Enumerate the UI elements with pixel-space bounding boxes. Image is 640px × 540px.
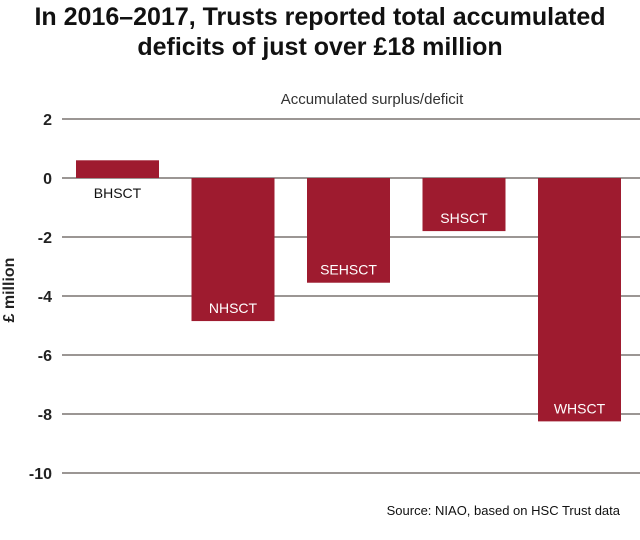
bar-whsct xyxy=(538,178,621,422)
y-tick-label: -6 xyxy=(38,348,52,365)
bar-shsct xyxy=(422,178,506,232)
y-tick-label: 0 xyxy=(43,171,52,188)
y-tick-label: 2 xyxy=(43,112,52,129)
bar-bhsct xyxy=(76,160,159,178)
bar-label: SHSCT xyxy=(440,210,488,226)
chart-title: In 2016–2017, Trusts reported total accu… xyxy=(34,3,606,61)
bar-label: SEHSCT xyxy=(320,262,377,278)
bar-label: BHSCT xyxy=(94,185,142,201)
y-tick-label: -10 xyxy=(29,466,52,483)
bar-sehsct xyxy=(307,178,390,283)
bar-label: NHSCT xyxy=(209,300,258,316)
bar-label: WHSCT xyxy=(554,400,606,416)
y-tick-label: -2 xyxy=(38,230,52,247)
y-tick-label: -8 xyxy=(38,407,52,424)
y-tick-label: -4 xyxy=(38,289,52,306)
bar-nhsct xyxy=(191,178,275,322)
y-axis-label: £ million xyxy=(1,258,18,323)
source-note: Source: NIAO, based on HSC Trust data xyxy=(386,503,620,518)
chart-subtitle: Accumulated surplus/deficit xyxy=(281,91,464,108)
